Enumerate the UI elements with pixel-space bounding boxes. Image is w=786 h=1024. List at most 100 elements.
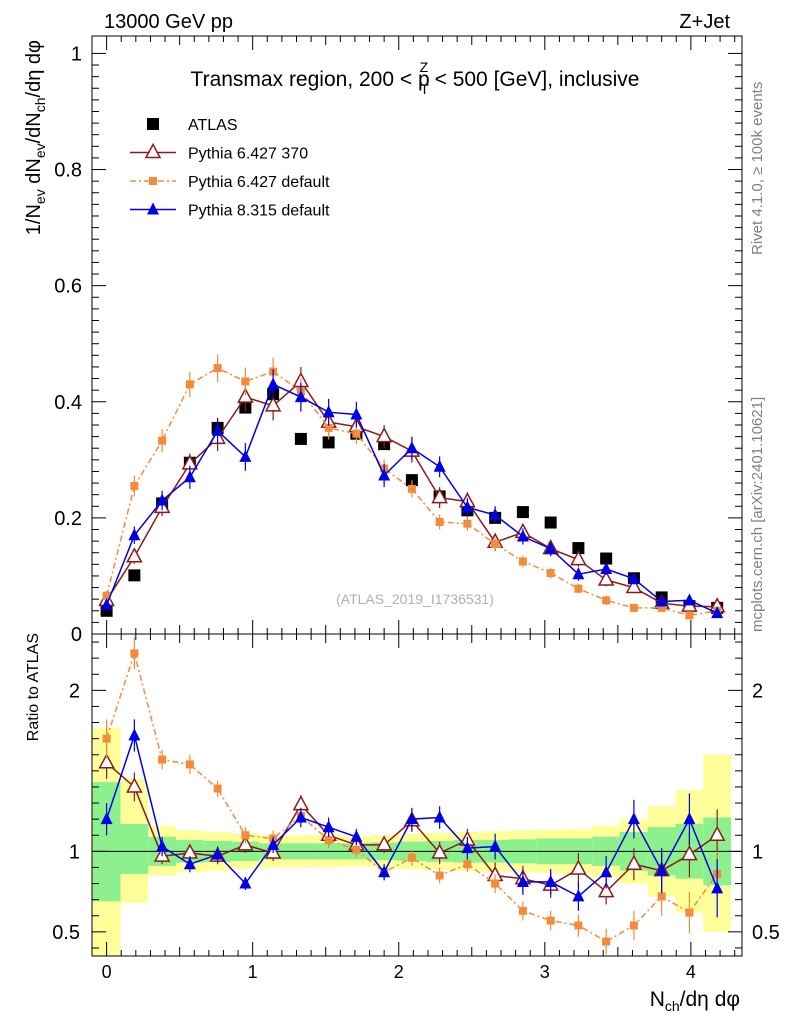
data-point bbox=[350, 829, 363, 842]
data-point bbox=[126, 777, 143, 793]
header-right: Z+Jet bbox=[679, 11, 730, 33]
data-point bbox=[708, 825, 726, 841]
data-point bbox=[294, 810, 307, 823]
data-point bbox=[570, 859, 587, 875]
data-point bbox=[489, 839, 502, 852]
data-point bbox=[322, 405, 335, 418]
data-point bbox=[655, 594, 668, 607]
ratio-y-axis-label: Ratio to ATLAS bbox=[25, 633, 42, 741]
legend-item: Pythia 6.427 370 bbox=[130, 142, 308, 163]
ratio-y-tick-label: 0.5 bbox=[52, 922, 80, 944]
data-point bbox=[597, 570, 615, 586]
data-point bbox=[629, 921, 638, 930]
svg-text:Transmax region, 200 < pZT < 5: Transmax region, 200 < pZ T < 500 [GeV], … bbox=[191, 59, 640, 97]
data-point bbox=[213, 784, 222, 793]
data-point bbox=[324, 423, 333, 432]
title-sub: T bbox=[420, 81, 429, 97]
data-point bbox=[600, 865, 613, 878]
data-point bbox=[681, 844, 698, 861]
data-point bbox=[572, 542, 585, 555]
data-point bbox=[239, 449, 252, 462]
legend-marker bbox=[147, 202, 159, 215]
legend-label: Pythia 6.427 370 bbox=[188, 146, 308, 163]
y-tick-label: 0.4 bbox=[54, 392, 82, 414]
x-tick-label: 4 bbox=[686, 962, 696, 982]
data-point bbox=[158, 755, 167, 764]
legend-label: ATLAS bbox=[188, 117, 238, 134]
data-point bbox=[322, 436, 335, 449]
data-point bbox=[98, 753, 115, 769]
data-point bbox=[156, 839, 169, 852]
title-sup: Z bbox=[420, 59, 429, 75]
data-point bbox=[211, 423, 224, 436]
data-point bbox=[375, 427, 393, 443]
data-point bbox=[570, 550, 587, 566]
data-point bbox=[431, 487, 448, 504]
data-point bbox=[461, 500, 474, 513]
y-tick-label: 1 bbox=[71, 43, 82, 65]
data-point bbox=[322, 820, 335, 833]
data-point bbox=[600, 561, 613, 574]
y-tick-label: 0 bbox=[71, 624, 82, 646]
ratio-y-tick-label-right: 0.5 bbox=[752, 922, 780, 944]
x-axis-label: Nch/dη dφ bbox=[650, 988, 740, 1014]
data-point bbox=[130, 649, 139, 658]
data-point bbox=[128, 528, 141, 541]
data-point bbox=[292, 795, 310, 811]
legend-item: Pythia 6.427 default bbox=[130, 174, 330, 191]
data-point bbox=[597, 882, 615, 898]
data-point bbox=[518, 557, 527, 566]
data-point bbox=[239, 876, 252, 889]
data-point bbox=[183, 470, 196, 483]
data-point bbox=[629, 603, 638, 612]
ratio-frame bbox=[91, 633, 743, 957]
data-point bbox=[685, 611, 694, 620]
data-point bbox=[546, 916, 555, 925]
watermark: (ATLAS_2019_I1736531) bbox=[336, 591, 494, 607]
data-point bbox=[461, 841, 474, 854]
data-point bbox=[185, 380, 194, 389]
data-point bbox=[627, 571, 640, 584]
data-point bbox=[463, 860, 472, 869]
legend: ATLAS Pythia 6.427 370 Pythia 6.427 defaul… bbox=[130, 117, 330, 220]
data-point bbox=[657, 603, 666, 612]
ratio-y-tick-label-right: 2 bbox=[752, 680, 763, 702]
data-point bbox=[602, 937, 611, 946]
data-point bbox=[100, 597, 113, 610]
data-point bbox=[574, 921, 583, 930]
data-point bbox=[574, 584, 583, 593]
data-point bbox=[128, 728, 141, 741]
data-point bbox=[237, 387, 254, 403]
title-prefix: Transmax region, 200 < p bbox=[191, 68, 430, 91]
axes: 0 1 2 3 4 0 0.2 0.4 0.6 0.8 1 0.5 0.5 1 1 2 2 bbox=[52, 35, 780, 982]
main-series-pythia-8-315-default bbox=[100, 369, 724, 619]
data-point bbox=[516, 529, 529, 542]
data-point bbox=[378, 468, 391, 481]
data-point bbox=[294, 432, 307, 445]
data-point bbox=[711, 606, 724, 619]
data-point bbox=[435, 517, 444, 526]
data-point bbox=[544, 874, 557, 887]
data-point bbox=[350, 407, 363, 420]
data-point bbox=[241, 377, 250, 386]
series-line bbox=[105, 650, 718, 943]
data-series bbox=[98, 354, 726, 955]
data-point bbox=[100, 812, 113, 825]
y-tick-label: 0.8 bbox=[54, 160, 82, 182]
data-point bbox=[156, 493, 169, 506]
data-point bbox=[572, 567, 585, 580]
mcplots-label: mcplots.cern.ch [arXiv:2401.10621] bbox=[749, 397, 766, 632]
legend-item: ATLAS bbox=[147, 117, 238, 134]
data-point bbox=[158, 436, 167, 445]
data-point bbox=[683, 812, 696, 825]
data-point bbox=[711, 881, 724, 894]
data-point bbox=[685, 908, 694, 917]
data-point bbox=[183, 857, 196, 870]
data-point bbox=[241, 831, 250, 840]
y-tick-label: 0.6 bbox=[54, 276, 82, 298]
data-point bbox=[213, 364, 222, 373]
data-point bbox=[518, 906, 527, 915]
x-tick-label: 3 bbox=[540, 962, 550, 982]
data-point bbox=[602, 596, 611, 605]
data-point bbox=[407, 853, 416, 862]
